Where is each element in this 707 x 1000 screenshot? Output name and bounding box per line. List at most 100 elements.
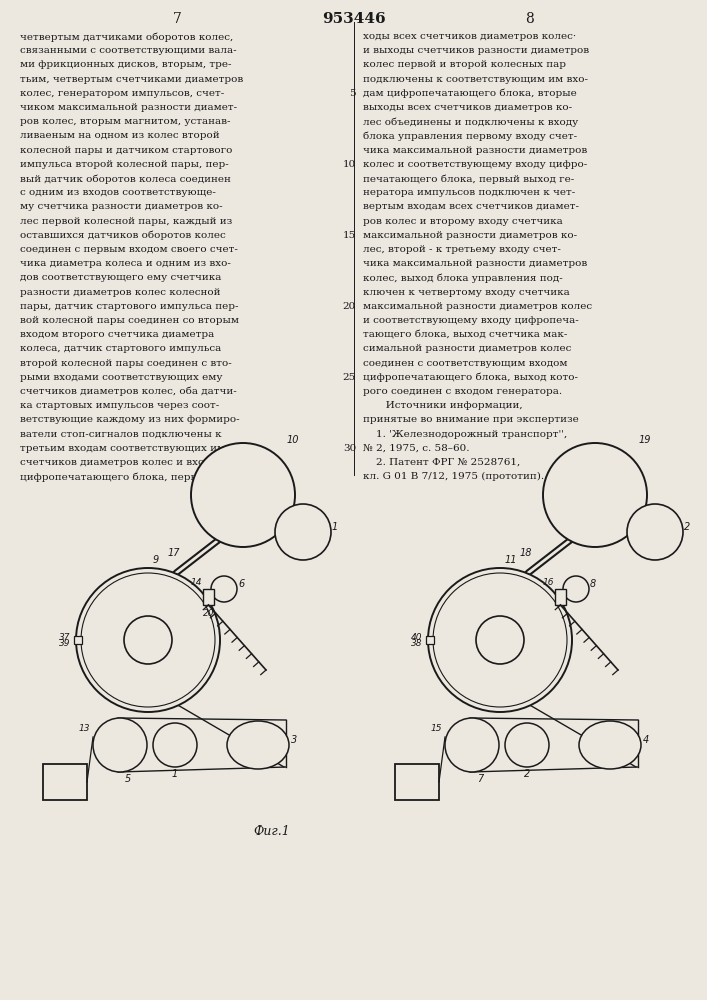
Text: ходы всех счетчиков диаметров колес·: ходы всех счетчиков диаметров колес· [363,32,576,41]
Text: чика диаметра колеса и одним из вхо-: чика диаметра колеса и одним из вхо- [20,259,231,268]
Text: 5: 5 [349,89,356,98]
Text: третьим входам соответствующих им: третьим входам соответствующих им [20,444,225,453]
Bar [43,764,87,800]
Text: пары, датчик стартового импульса пер-: пары, датчик стартового импульса пер- [20,302,238,311]
Text: вертым входам всех счетчиков диамет-: вертым входам всех счетчиков диамет- [363,202,579,211]
Text: 1: 1 [172,769,178,779]
Text: принятые во внимание при экспертизе: принятые во внимание при экспертизе [363,415,579,424]
Text: чика максимальной разности диаметров: чика максимальной разности диаметров [363,146,588,155]
Text: и выходы счетчиков разности диаметров: и выходы счетчиков разности диаметров [363,46,589,55]
Text: 1. 'Железнодорожный транспорт'',: 1. 'Железнодорожный транспорт'', [363,430,567,439]
Text: 10: 10 [287,435,300,445]
Text: колесной пары и датчиком стартового: колесной пары и датчиком стартового [20,146,233,155]
Text: 25: 25 [343,373,356,382]
Text: 8: 8 [525,12,534,26]
Text: ров колес и второму входу счетчика: ров колес и второму входу счетчика [363,217,563,226]
Text: 2: 2 [684,522,690,532]
Text: 15: 15 [343,231,356,240]
Text: 8: 8 [590,579,596,589]
Text: Источники информации,: Источники информации, [363,401,522,410]
Circle shape [275,504,331,560]
Text: счетчиков диаметров колес, оба датчи-: счетчиков диаметров колес, оба датчи- [20,387,237,396]
Text: ветствующие каждому из них формиро-: ветствующие каждому из них формиро- [20,415,240,424]
Text: лес первой колесной пары, каждый из: лес первой колесной пары, каждый из [20,217,233,226]
Text: цифропечатающего блока, выход кото-: цифропечатающего блока, выход кото- [363,373,578,382]
Circle shape [124,616,172,664]
Text: колес, выход блока управления под-: колес, выход блока управления под- [363,273,563,283]
Text: 11: 11 [505,555,518,565]
Text: 2: 2 [524,769,530,779]
Text: дам цифропечатающего блока, вторые: дам цифропечатающего блока, вторые [363,89,577,98]
Circle shape [211,576,237,602]
Text: 13: 13 [78,724,90,733]
Circle shape [445,718,499,772]
Text: счетчиков диаметров колес и входом: счетчиков диаметров колес и входом [20,458,225,467]
Bar [395,764,439,800]
Text: ватели стоп-сигналов подключены к: ватели стоп-сигналов подключены к [20,430,221,439]
Circle shape [627,504,683,560]
Circle shape [563,576,589,602]
Bar [74,636,82,644]
Text: рыми входами соответствующих ему: рыми входами соответствующих ему [20,373,223,382]
Text: 17: 17 [168,548,180,558]
Text: лес объединены и подключены к входу: лес объединены и подключены к входу [363,117,578,127]
Text: колес и соответствующему входу цифро-: колес и соответствующему входу цифро- [363,160,588,169]
Text: 19: 19 [57,776,72,788]
Text: входом второго счетчика диаметра: входом второго счетчика диаметра [20,330,214,339]
Text: 40: 40 [411,633,422,642]
Bar [555,589,566,605]
Text: лес, второй - к третьему входу счет-: лес, второй - к третьему входу счет- [363,245,561,254]
Ellipse shape [579,721,641,769]
Text: 7: 7 [477,774,484,784]
Text: оставшихся датчиков оборотов колес: оставшихся датчиков оборотов колес [20,231,226,240]
Text: 18: 18 [520,548,532,558]
Text: 39: 39 [59,640,70,648]
Text: максимальной разности диаметров колес: максимальной разности диаметров колес [363,302,592,311]
Circle shape [93,718,147,772]
Text: 14: 14 [190,578,202,587]
Text: тающего блока, выход счетчика мак-: тающего блока, выход счетчика мак- [363,330,568,339]
Text: вой колесной пары соединен со вторым: вой колесной пары соединен со вторым [20,316,239,325]
Text: импульса второй колесной пары, пер-: импульса второй колесной пары, пер- [20,160,229,169]
Text: Фиг.1: Фиг.1 [254,825,291,838]
Circle shape [191,443,295,547]
Text: ров колес, вторым магнитом, устанав-: ров колес, вторым магнитом, устанав- [20,117,230,126]
Text: разности диаметров колес колесной: разности диаметров колес колесной [20,288,221,297]
Text: чиком максимальной разности диамет-: чиком максимальной разности диамет- [20,103,237,112]
Circle shape [543,443,647,547]
Circle shape [505,723,549,767]
Circle shape [76,568,220,712]
Text: соединен с соответствующим входом: соединен с соответствующим входом [363,359,568,368]
Text: нератора импульсов подключен к чет-: нератора импульсов подключен к чет- [363,188,575,197]
Text: 20: 20 [343,302,356,311]
Text: второй колесной пары соединен с вто-: второй колесной пары соединен с вто- [20,359,232,368]
Text: вый датчик оборотов колеса соединен: вый датчик оборотов колеса соединен [20,174,231,184]
Text: ключен к четвертому входу счетчика: ключен к четвертому входу счетчика [363,288,570,297]
Text: 10: 10 [343,160,356,169]
Text: 5: 5 [125,774,132,784]
Text: подключены к соответствующим им вхо-: подключены к соответствующим им вхо- [363,75,588,84]
Text: му счетчика разности диаметров ко-: му счетчика разности диаметров ко- [20,202,223,211]
Text: 21: 21 [409,776,424,788]
Circle shape [476,616,524,664]
Text: четвертым датчиками оборотов колес,: четвертым датчиками оборотов колес, [20,32,233,41]
Circle shape [428,568,572,712]
Text: рого соединен с входом генератора.: рого соединен с входом генератора. [363,387,562,396]
Text: колес первой и второй колесных пар: колес первой и второй колесных пар [363,60,566,69]
Text: кл. G 01 B 7/12, 1975 (прототип).: кл. G 01 B 7/12, 1975 (прототип). [363,472,544,481]
Text: выходы всех счетчиков диаметров ко-: выходы всех счетчиков диаметров ко- [363,103,572,112]
Text: дов соответствующего ему счетчика: дов соответствующего ему счетчика [20,273,221,282]
Text: 953446: 953446 [322,12,386,26]
Text: максимальной разности диаметров ко-: максимальной разности диаметров ко- [363,231,577,240]
Text: 3: 3 [291,735,297,745]
Text: чика максимальной разности диаметров: чика максимальной разности диаметров [363,259,588,268]
Text: колес, генератором импульсов, счет-: колес, генератором импульсов, счет- [20,89,224,98]
Text: связанными с соответствующими вала-: связанными с соответствующими вала- [20,46,237,55]
Text: 1: 1 [332,522,338,532]
Text: ми фрикционных дисков, вторым, тре-: ми фрикционных дисков, вторым, тре- [20,60,231,69]
Text: тьим, четвертым счетчиками диаметров: тьим, четвертым счетчиками диаметров [20,75,243,84]
Text: ливаеным на одном из колес второй: ливаеным на одном из колес второй [20,131,220,140]
Text: 19: 19 [639,435,651,445]
Text: соединен с первым входом своего счет-: соединен с первым входом своего счет- [20,245,238,254]
Text: 9: 9 [153,555,159,565]
